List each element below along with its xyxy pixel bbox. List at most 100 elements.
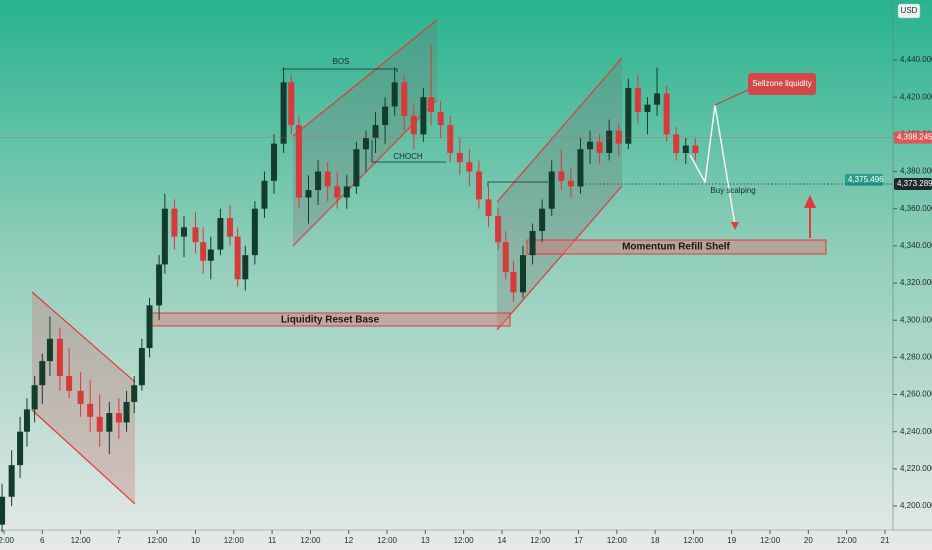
candle-body bbox=[146, 305, 153, 349]
currency-badge bbox=[897, 3, 921, 19]
candle-body bbox=[502, 242, 509, 272]
x-tick-label: 12:00 bbox=[683, 536, 704, 545]
candle-body bbox=[596, 141, 603, 153]
channel bbox=[497, 58, 622, 330]
candle-body bbox=[654, 93, 661, 105]
candle-body bbox=[0, 496, 6, 525]
x-tick-label: 20 bbox=[804, 536, 813, 545]
candle-body bbox=[261, 180, 268, 209]
x-tick-label: 19 bbox=[727, 536, 736, 545]
candle-body bbox=[519, 255, 526, 293]
choch-label: CHOCH bbox=[393, 152, 423, 161]
candle-body bbox=[315, 171, 322, 191]
candle-body bbox=[115, 413, 122, 423]
x-tick-label: 12:00 bbox=[837, 536, 858, 545]
candle-body bbox=[447, 125, 454, 153]
candle-body bbox=[625, 87, 632, 144]
callout bbox=[748, 73, 816, 95]
x-tick-label: 12:00 bbox=[147, 536, 168, 545]
y-tick-label: 4,320.000 bbox=[900, 278, 932, 287]
x-tick-label: 12:00 bbox=[760, 536, 781, 545]
bos-line bbox=[282, 68, 398, 72]
candle-body bbox=[96, 416, 103, 432]
candle-body bbox=[391, 82, 398, 107]
x-tick-label: 12:00 bbox=[377, 536, 398, 545]
y-tick-label: 4,300.000 bbox=[900, 315, 932, 324]
arrow-head bbox=[731, 222, 739, 230]
x-tick-label: 6 bbox=[40, 536, 45, 545]
y-tick-label: 4,200.000 bbox=[900, 501, 932, 510]
price-badge-label: 4,373.289 bbox=[897, 179, 932, 188]
candle-body bbox=[280, 82, 287, 144]
x-tick-label: 12:00 bbox=[71, 536, 92, 545]
price-badge bbox=[894, 177, 932, 190]
price-badge bbox=[845, 173, 883, 186]
y-tick-label: 4,220.000 bbox=[900, 464, 932, 473]
projection bbox=[689, 104, 736, 226]
candle-body bbox=[8, 465, 15, 497]
x-tick-label: 10 bbox=[191, 536, 200, 545]
candle-body bbox=[156, 264, 163, 306]
x-tick-label: 17 bbox=[574, 536, 583, 545]
structure-line bbox=[487, 181, 548, 187]
y-tick-label: 4,280.000 bbox=[900, 352, 932, 361]
candle-body bbox=[673, 134, 680, 153]
candle-body bbox=[123, 401, 130, 423]
price-badge-label: 4,398.245 bbox=[897, 133, 932, 142]
candle-body bbox=[138, 348, 145, 386]
candle-body bbox=[87, 403, 94, 417]
candle-body bbox=[242, 255, 249, 280]
candle-body bbox=[66, 375, 73, 391]
candle-body bbox=[288, 82, 295, 126]
candle-body bbox=[567, 180, 574, 187]
channel bbox=[293, 20, 437, 246]
candle-body bbox=[343, 186, 350, 198]
candle-body bbox=[17, 431, 24, 466]
candle-body bbox=[428, 97, 435, 113]
candle-body bbox=[362, 138, 369, 150]
candle-body bbox=[466, 162, 473, 172]
candle-body bbox=[77, 390, 84, 404]
channel-line bbox=[31, 291, 136, 383]
candle-body bbox=[181, 227, 188, 237]
candle-body bbox=[226, 217, 233, 237]
y-tick-label: 4,260.000 bbox=[900, 390, 932, 399]
bos-label: BOS bbox=[333, 57, 350, 66]
candle-body bbox=[606, 130, 613, 153]
y-tick-label: 4,340.000 bbox=[900, 241, 932, 250]
candle-body bbox=[410, 115, 417, 135]
candle-body bbox=[200, 242, 207, 261]
candle-body bbox=[106, 413, 113, 432]
x-tick-label: 12:00 bbox=[530, 536, 551, 545]
candle-body bbox=[548, 171, 555, 209]
candle-body bbox=[644, 104, 651, 113]
x-tick-label: 7 bbox=[117, 536, 122, 545]
candle-body bbox=[207, 249, 214, 261]
candle-body bbox=[161, 208, 168, 265]
candle-body bbox=[23, 409, 30, 432]
candle-body bbox=[420, 97, 427, 135]
callout-pointer bbox=[714, 87, 753, 106]
candle-body bbox=[485, 199, 492, 217]
candle-body bbox=[271, 143, 278, 181]
buy-scalping-label: Buy scalping bbox=[710, 186, 755, 195]
x-tick-label: 21 bbox=[881, 536, 890, 545]
candle-body bbox=[192, 227, 199, 243]
candle-body bbox=[353, 149, 360, 187]
candle-body bbox=[372, 125, 379, 139]
price-badge bbox=[894, 131, 932, 144]
candle-body bbox=[663, 93, 670, 135]
candle-body bbox=[324, 171, 331, 187]
x-tick-label: 13 bbox=[421, 536, 430, 545]
x-tick-label: 18 bbox=[651, 536, 660, 545]
x-tick-label: 12:00 bbox=[224, 536, 245, 545]
choch-line bbox=[371, 140, 446, 163]
candle-body bbox=[682, 145, 689, 153]
candle-body bbox=[382, 106, 389, 126]
candle-body bbox=[558, 171, 565, 181]
candle-body bbox=[475, 171, 482, 200]
candle-body bbox=[46, 338, 53, 362]
x-tick-label: 12:00 bbox=[454, 536, 475, 545]
candle-body bbox=[577, 149, 584, 187]
